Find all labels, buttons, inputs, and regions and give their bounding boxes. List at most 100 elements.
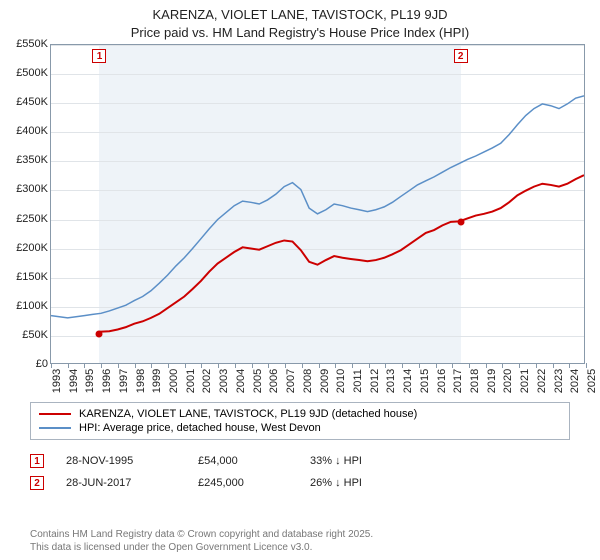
y-tick-label: £50K bbox=[8, 329, 48, 341]
series-svg bbox=[51, 45, 584, 363]
chart-area: 1993199419951996199719981999200020012002… bbox=[8, 44, 592, 396]
y-tick-label: £550K bbox=[8, 38, 48, 50]
x-tick-label: 1999 bbox=[151, 369, 163, 393]
x-tick-mark bbox=[569, 363, 570, 368]
x-tick-mark bbox=[235, 363, 236, 368]
x-tick-mark bbox=[369, 363, 370, 368]
x-tick-label: 2016 bbox=[436, 369, 448, 393]
chart-title: KARENZA, VIOLET LANE, TAVISTOCK, PL19 9J… bbox=[0, 0, 600, 41]
plot-area: 1993199419951996199719981999200020012002… bbox=[50, 44, 585, 364]
x-tick-label: 2022 bbox=[536, 369, 548, 393]
x-tick-label: 1995 bbox=[84, 369, 96, 393]
title-line-2: Price paid vs. HM Land Registry's House … bbox=[0, 24, 600, 42]
sales-row-1: 1 28-NOV-1995 £54,000 33% ↓ HPI bbox=[30, 450, 420, 472]
legend-swatch-property bbox=[39, 413, 71, 415]
x-tick-mark bbox=[402, 363, 403, 368]
x-tick-label: 2008 bbox=[302, 369, 314, 393]
legend-row-property: KARENZA, VIOLET LANE, TAVISTOCK, PL19 9J… bbox=[39, 407, 561, 421]
x-tick-mark bbox=[486, 363, 487, 368]
x-tick-label: 2025 bbox=[586, 369, 598, 393]
y-tick-label: £300K bbox=[8, 183, 48, 195]
series-property bbox=[99, 175, 584, 332]
legend: KARENZA, VIOLET LANE, TAVISTOCK, PL19 9J… bbox=[30, 402, 570, 440]
x-tick-label: 2012 bbox=[369, 369, 381, 393]
y-tick-label: £250K bbox=[8, 213, 48, 225]
x-tick-mark bbox=[185, 363, 186, 368]
y-tick-label: £0 bbox=[8, 358, 48, 370]
sale-marker-1-icon: 1 bbox=[30, 454, 44, 468]
x-tick-label: 2005 bbox=[252, 369, 264, 393]
x-tick-mark bbox=[385, 363, 386, 368]
legend-row-hpi: HPI: Average price, detached house, West… bbox=[39, 421, 561, 435]
y-tick-label: £450K bbox=[8, 96, 48, 108]
x-tick-label: 2009 bbox=[319, 369, 331, 393]
x-tick-label: 2023 bbox=[553, 369, 565, 393]
x-tick-mark bbox=[218, 363, 219, 368]
x-tick-label: 2002 bbox=[201, 369, 213, 393]
x-tick-mark bbox=[118, 363, 119, 368]
x-tick-mark bbox=[101, 363, 102, 368]
x-tick-mark bbox=[168, 363, 169, 368]
x-tick-label: 2000 bbox=[168, 369, 180, 393]
sale-1-price: £54,000 bbox=[198, 455, 288, 467]
x-tick-mark bbox=[268, 363, 269, 368]
x-tick-label: 1993 bbox=[51, 369, 63, 393]
x-tick-mark bbox=[68, 363, 69, 368]
x-tick-label: 1998 bbox=[135, 369, 147, 393]
x-tick-label: 2014 bbox=[402, 369, 414, 393]
legend-label-property: KARENZA, VIOLET LANE, TAVISTOCK, PL19 9J… bbox=[79, 408, 417, 420]
sale-marker-2-icon: 2 bbox=[30, 476, 44, 490]
x-tick-label: 2003 bbox=[218, 369, 230, 393]
x-tick-label: 2006 bbox=[268, 369, 280, 393]
y-tick-label: £200K bbox=[8, 242, 48, 254]
x-tick-label: 2024 bbox=[569, 369, 581, 393]
attribution: Contains HM Land Registry data © Crown c… bbox=[30, 528, 373, 554]
x-tick-label: 2015 bbox=[419, 369, 431, 393]
x-tick-label: 2020 bbox=[502, 369, 514, 393]
legend-label-hpi: HPI: Average price, detached house, West… bbox=[79, 422, 321, 434]
sale-2-price: £245,000 bbox=[198, 477, 288, 489]
x-tick-label: 1996 bbox=[101, 369, 113, 393]
x-tick-mark bbox=[285, 363, 286, 368]
x-tick-label: 2013 bbox=[385, 369, 397, 393]
attribution-line-2: This data is licensed under the Open Gov… bbox=[30, 541, 373, 554]
x-tick-mark bbox=[553, 363, 554, 368]
x-tick-mark bbox=[419, 363, 420, 368]
x-tick-mark bbox=[201, 363, 202, 368]
legend-box: KARENZA, VIOLET LANE, TAVISTOCK, PL19 9J… bbox=[30, 402, 570, 440]
x-tick-mark bbox=[436, 363, 437, 368]
x-tick-label: 1997 bbox=[118, 369, 130, 393]
sale-1-date: 28-NOV-1995 bbox=[66, 455, 176, 467]
x-tick-label: 2019 bbox=[486, 369, 498, 393]
x-tick-mark bbox=[586, 363, 587, 368]
x-tick-label: 2010 bbox=[335, 369, 347, 393]
x-tick-mark bbox=[452, 363, 453, 368]
sale-2-delta: 26% ↓ HPI bbox=[310, 477, 420, 489]
y-tick-label: £400K bbox=[8, 125, 48, 137]
x-tick-mark bbox=[135, 363, 136, 368]
x-tick-mark bbox=[352, 363, 353, 368]
x-tick-mark bbox=[319, 363, 320, 368]
title-line-1: KARENZA, VIOLET LANE, TAVISTOCK, PL19 9J… bbox=[0, 6, 600, 24]
x-tick-mark bbox=[252, 363, 253, 368]
attribution-line-1: Contains HM Land Registry data © Crown c… bbox=[30, 528, 373, 541]
sale-marker-box-2: 2 bbox=[454, 49, 468, 63]
x-tick-mark bbox=[335, 363, 336, 368]
x-tick-label: 1994 bbox=[68, 369, 80, 393]
x-tick-mark bbox=[519, 363, 520, 368]
sale-dot-1 bbox=[96, 330, 103, 337]
y-tick-label: £150K bbox=[8, 271, 48, 283]
x-tick-mark bbox=[151, 363, 152, 368]
x-tick-label: 2007 bbox=[285, 369, 297, 393]
y-tick-label: £500K bbox=[8, 67, 48, 79]
x-tick-mark bbox=[502, 363, 503, 368]
x-tick-label: 2004 bbox=[235, 369, 247, 393]
x-tick-mark bbox=[536, 363, 537, 368]
sales-row-2: 2 28-JUN-2017 £245,000 26% ↓ HPI bbox=[30, 472, 420, 494]
x-tick-mark bbox=[51, 363, 52, 368]
x-tick-mark bbox=[302, 363, 303, 368]
sale-marker-box-1: 1 bbox=[92, 49, 106, 63]
x-tick-mark bbox=[84, 363, 85, 368]
y-tick-label: £350K bbox=[8, 154, 48, 166]
sales-table: 1 28-NOV-1995 £54,000 33% ↓ HPI 2 28-JUN… bbox=[30, 450, 420, 494]
